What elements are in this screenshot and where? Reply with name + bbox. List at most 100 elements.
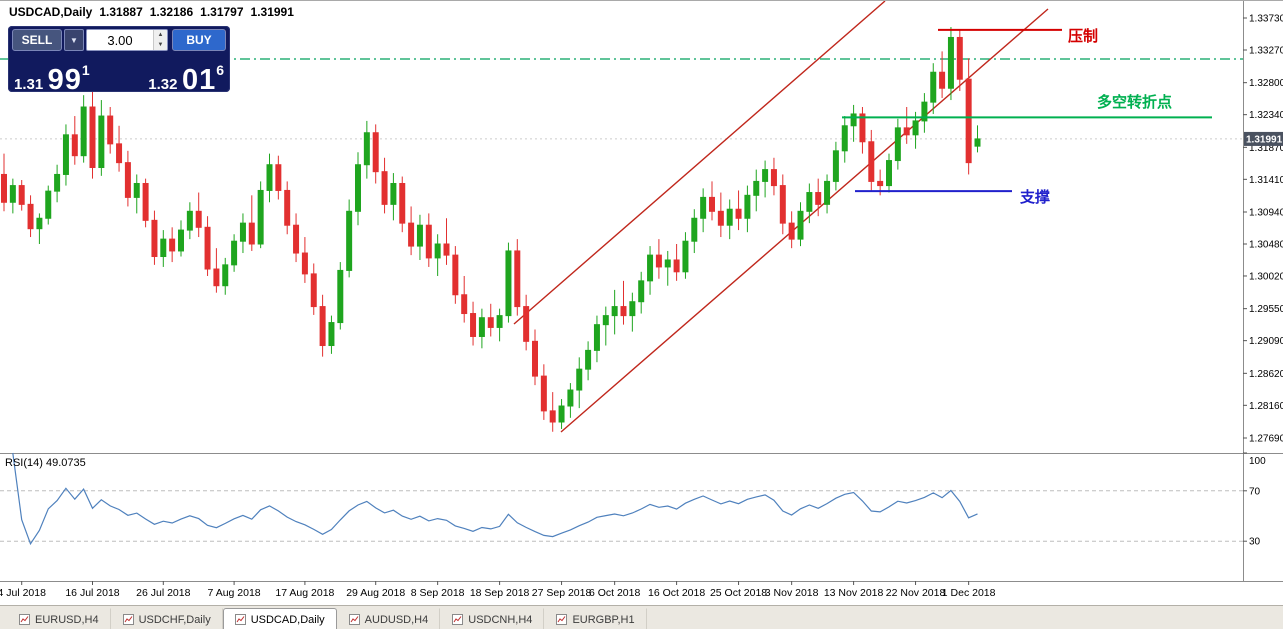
trend-channel-line[interactable]: [560, 8, 1049, 433]
candle-bullish: [629, 301, 636, 317]
annotation-label-resistance: 压制: [1068, 27, 1098, 45]
candle-bearish: [284, 189, 291, 226]
buy-button[interactable]: BUY: [172, 29, 226, 51]
ohlc-close: 1.31991: [250, 5, 294, 19]
time-axis-label: 1 Dec 2018: [942, 587, 996, 599]
chart-tab-label: USDCHF,Daily: [138, 613, 211, 626]
candle-bullish: [886, 160, 892, 187]
current-price-label: 1.31991: [1246, 134, 1283, 145]
candle-bearish: [27, 203, 34, 230]
candle-bearish: [399, 182, 406, 224]
volume-input[interactable]: [87, 30, 153, 50]
candle-bullish: [638, 280, 645, 303]
candle-bearish: [1, 173, 7, 203]
chart-symbol-period: USDCAD,Daily: [9, 5, 93, 19]
candle-bearish: [532, 340, 538, 377]
candle-bearish: [709, 196, 715, 212]
sell-button[interactable]: SELL: [12, 29, 62, 51]
candle-bullish: [186, 210, 193, 231]
candle-bearish: [151, 219, 158, 258]
chart-tab-bar: EURUSD,H4 USDCHF,Daily USDCAD,Daily AUDUSD,…: [0, 605, 1283, 629]
volume-field: ▲ ▼: [86, 29, 168, 51]
candle-bullish: [363, 132, 370, 166]
candle-bullish: [602, 315, 609, 326]
chart-tab-eurusd-h4[interactable]: EURUSD,H4: [7, 608, 111, 629]
candle-bullish: [160, 238, 167, 258]
volume-decrease-button[interactable]: ▼: [154, 40, 167, 50]
candle-bullish: [850, 113, 857, 127]
candle-bullish: [682, 240, 689, 273]
candle-bullish: [744, 194, 751, 219]
candle-bullish: [691, 217, 698, 242]
chart-icon: [234, 614, 246, 625]
candle-bearish: [408, 222, 415, 247]
candle-bullish: [496, 315, 503, 328]
time-axis-label: 4 Jul 2018: [0, 587, 46, 599]
candle-bullish: [576, 368, 583, 391]
candle-bearish: [443, 243, 450, 256]
time-axis-label: 25 Oct 2018: [710, 587, 767, 599]
chart-tab-label: USDCNH,H4: [468, 613, 533, 626]
candle-bearish: [877, 180, 884, 187]
candle-bearish: [293, 224, 300, 254]
price-axis-label: 1.32800: [1249, 78, 1283, 89]
price-axis-label: 1.31410: [1249, 175, 1283, 186]
candle-bullish: [894, 127, 901, 162]
volume-spinner: ▲ ▼: [153, 30, 167, 50]
candle-bearish: [319, 306, 326, 347]
price-axis-label: 1.27690: [1249, 434, 1283, 445]
candle-bullish: [239, 222, 246, 242]
chart-icon: [452, 614, 464, 625]
candle-bearish: [903, 127, 910, 136]
candle-bullish: [726, 208, 733, 226]
chart-tab-usdchf-daily[interactable]: USDCHF,Daily: [111, 608, 223, 629]
rsi-line: [12, 452, 978, 546]
candle-bullish: [178, 229, 184, 252]
time-axis-label: 16 Jul 2018: [65, 587, 119, 599]
candle-bullish: [824, 180, 831, 205]
time-axis-label: 29 Aug 2018: [346, 587, 405, 599]
chart-tab-eurgbp-h1[interactable]: EURGBP,H1: [544, 608, 647, 629]
candle-bearish: [470, 313, 477, 337]
candle-bearish: [116, 143, 123, 164]
time-axis-label: 13 Nov 2018: [824, 587, 884, 599]
candle-bearish: [372, 132, 379, 173]
candle-bearish: [673, 259, 680, 273]
candle-bearish: [124, 162, 131, 198]
rsi-value: 49.0735: [45, 457, 86, 469]
candle-bullish: [9, 185, 16, 203]
chart-icon: [19, 614, 30, 625]
current-price-marker: [1244, 131, 1283, 146]
chart-tab-label: USDCAD,Daily: [250, 613, 325, 626]
chart-tab-usdcnh-h4[interactable]: USDCNH,H4: [440, 608, 545, 629]
ohlc-high: 1.32186: [149, 5, 194, 19]
candle-bearish: [815, 192, 822, 205]
candle-bearish: [381, 171, 388, 205]
candle-bearish: [71, 134, 78, 157]
price-axis-label: 1.28160: [1249, 401, 1283, 412]
ask-price: 1.32 016: [148, 62, 224, 96]
chart-tab-audusd-h4[interactable]: AUDUSD,H4: [337, 608, 441, 629]
rsi-axis-label: 30: [1249, 537, 1261, 548]
trend-channel-line[interactable]: [513, 1, 886, 325]
candle-bearish: [779, 185, 786, 224]
price-axis-label: 1.30940: [1249, 208, 1283, 219]
bid-price: 1.31 991: [14, 62, 90, 96]
candle-bearish: [965, 78, 972, 164]
candle-bearish: [514, 250, 521, 308]
candle-bullish: [231, 240, 238, 266]
volume-dropdown-button[interactable]: ▼: [64, 29, 84, 51]
candle-bearish: [275, 164, 282, 191]
chart-tab-usdcad-daily[interactable]: USDCAD,Daily: [222, 608, 337, 629]
candle-bullish: [664, 259, 671, 268]
candle-bearish: [859, 113, 866, 143]
candle-bullish: [912, 120, 919, 136]
annotation-label-bull-bear-pivot: 多空转折点: [1097, 93, 1172, 111]
candle-bearish: [487, 317, 494, 328]
volume-increase-button[interactable]: ▲: [154, 30, 167, 40]
candle-bullish: [558, 405, 565, 423]
candle-bearish: [770, 169, 777, 187]
price-axis-label: 1.33730: [1249, 14, 1283, 25]
candle-bullish: [593, 324, 600, 351]
candle-bullish: [434, 243, 441, 259]
